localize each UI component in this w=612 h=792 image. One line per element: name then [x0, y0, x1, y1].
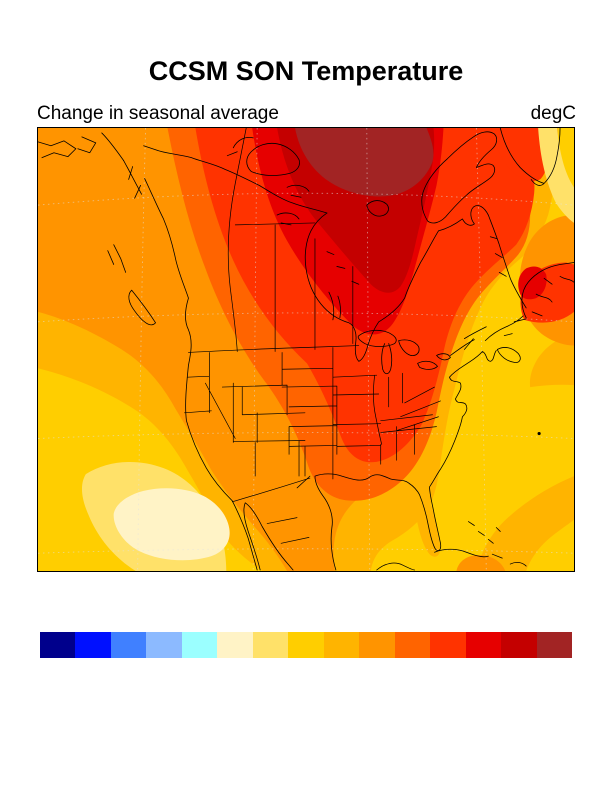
- coast-ungava-hudson-strait: [438, 205, 489, 232]
- colorbar-cell: [501, 632, 537, 658]
- coast-greenland: [499, 128, 561, 186]
- colorbar-cell: [252, 632, 289, 658]
- colorbar-cell: [110, 632, 147, 658]
- colorbar: -2-1.5-1-0.500.511.522.53457: [40, 632, 573, 658]
- coast-gulf-east: [314, 350, 497, 571]
- coast-yucatan: [376, 562, 415, 571]
- coast-west: [144, 178, 258, 571]
- fill-light-yellow-northeast: [538, 128, 574, 223]
- colorbar-cell: [430, 632, 466, 658]
- fill-orange-cuba-patch: [456, 555, 506, 571]
- coast-baja-mexico: [243, 502, 294, 571]
- political-borders: [184, 128, 474, 544]
- coast-newfoundland: [521, 262, 574, 319]
- coast-caribbean: [434, 521, 527, 567]
- coastlines: [38, 128, 574, 571]
- units-label: degC: [530, 103, 576, 124]
- bermuda-dot: [537, 431, 541, 436]
- colorbar-cell: [75, 632, 111, 658]
- coast-gulf-st-lawrence: [464, 315, 527, 341]
- coast-arctic-mainland: [143, 145, 328, 214]
- colorbar-cell: [217, 632, 253, 658]
- coast-nova-scotia: [496, 347, 521, 363]
- fill-red-newfoundland-west: [518, 266, 547, 300]
- colorbar-cell: [394, 632, 431, 658]
- colorbar-cell: [465, 632, 502, 658]
- colorbar-cell: [536, 632, 573, 658]
- fill-amber-florida: [411, 482, 441, 557]
- coast-labrador: [487, 214, 527, 309]
- mexico-borders: [231, 475, 311, 544]
- coast-hudson-bay: [304, 212, 439, 362]
- fill-cream-minimum: [113, 488, 230, 561]
- canada-province-borders: [227, 128, 354, 352]
- colorbar-cell: [181, 632, 218, 658]
- coast-vancouver-island: [128, 289, 156, 326]
- coast-victoria-banks-islands: [226, 137, 300, 176]
- fill-amber-se-atlantic: [478, 476, 574, 571]
- coast-haida-gwaii: [107, 244, 127, 273]
- colorbar-cell: [40, 632, 76, 658]
- us-canada-border: [188, 338, 474, 353]
- colorbar-cell: [323, 632, 360, 658]
- colorbar-cell: [288, 632, 324, 658]
- subtitle-row: Change in seasonal average degC: [37, 103, 576, 125]
- coast-panhandle: [123, 160, 143, 199]
- coast-southampton-island: [366, 200, 389, 217]
- colorbar-cell: [146, 632, 182, 658]
- fill-maroon-arctic: [295, 128, 434, 197]
- map-frame: [37, 127, 575, 572]
- fill-orange-red-greenland: [491, 128, 554, 182]
- contour-fills: [38, 128, 574, 571]
- latlon-graticule: [38, 128, 574, 571]
- subtitle-left: Change in seasonal average: [37, 103, 279, 124]
- coast-baffin-island: [421, 131, 498, 224]
- figure-title: CCSM SON Temperature: [148, 56, 464, 86]
- contour-map: [38, 128, 574, 571]
- colorbar-cell: [359, 632, 395, 658]
- great-lakes: [357, 329, 475, 375]
- coast-alaska-islands: [38, 132, 125, 162]
- us-state-borders: [184, 347, 441, 480]
- fill-amber-east-edge: [529, 333, 574, 388]
- colorbar-cells: [40, 632, 573, 658]
